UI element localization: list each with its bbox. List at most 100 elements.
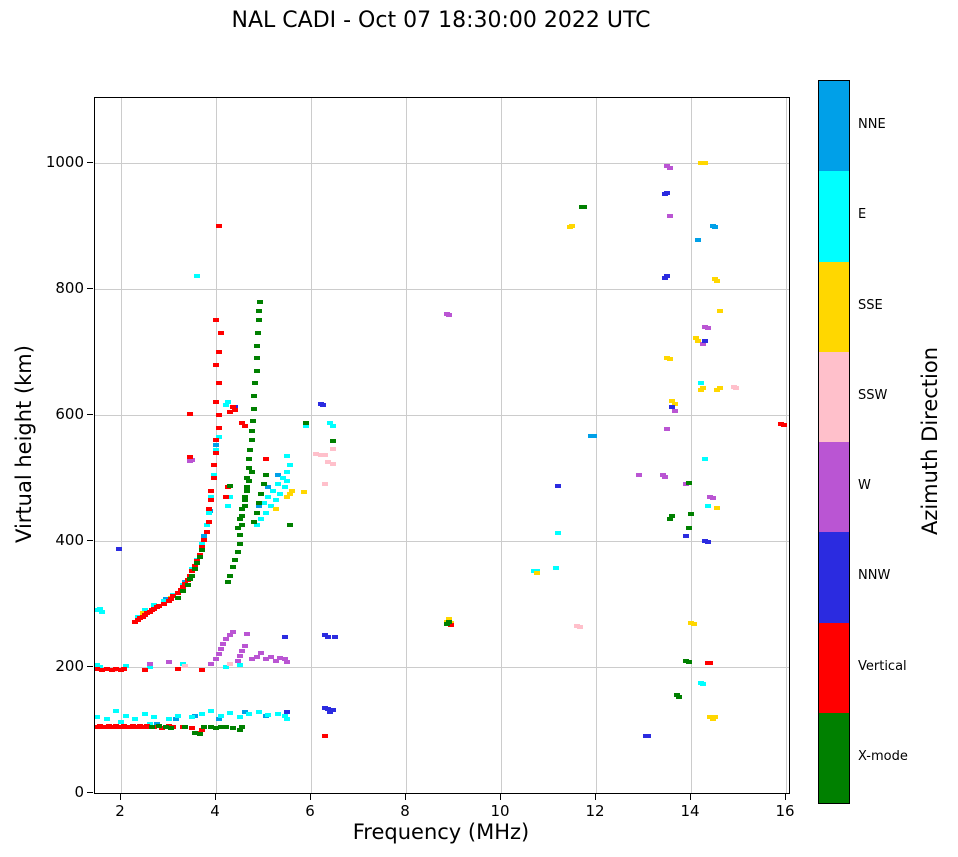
data-point bbox=[189, 715, 195, 719]
data-point bbox=[220, 642, 226, 646]
data-point bbox=[237, 542, 243, 546]
data-point bbox=[99, 610, 105, 614]
x-tick-mark bbox=[405, 794, 406, 800]
data-point bbox=[189, 726, 195, 730]
data-point bbox=[237, 715, 243, 719]
data-point bbox=[284, 495, 290, 499]
data-point bbox=[118, 720, 124, 724]
data-point bbox=[672, 409, 678, 413]
data-point bbox=[182, 664, 188, 668]
data-point bbox=[208, 709, 214, 713]
y-tick-label: 600 bbox=[55, 405, 84, 423]
data-point bbox=[733, 386, 739, 390]
data-point bbox=[201, 725, 207, 729]
data-point bbox=[714, 506, 720, 510]
data-point bbox=[223, 403, 229, 407]
data-point bbox=[199, 728, 205, 732]
data-point bbox=[273, 659, 279, 663]
data-point bbox=[156, 604, 162, 608]
x-axis-label: Frequency (MHz) bbox=[352, 820, 530, 844]
x-grid-line bbox=[786, 98, 787, 793]
data-point bbox=[662, 276, 668, 280]
data-point bbox=[237, 728, 243, 732]
data-point bbox=[168, 597, 174, 601]
data-point bbox=[230, 726, 236, 730]
data-point bbox=[142, 613, 148, 617]
data-point bbox=[577, 625, 583, 629]
data-point bbox=[147, 662, 153, 666]
data-point bbox=[213, 451, 219, 455]
data-point bbox=[691, 622, 697, 626]
data-point bbox=[204, 530, 210, 534]
data-point bbox=[147, 665, 153, 669]
x-grid-line bbox=[406, 98, 407, 793]
data-point bbox=[187, 412, 193, 416]
data-point bbox=[170, 594, 176, 598]
data-point bbox=[268, 504, 274, 508]
data-point bbox=[662, 475, 668, 479]
data-point bbox=[227, 484, 233, 488]
data-point bbox=[199, 668, 205, 672]
y-tick-mark bbox=[87, 540, 93, 541]
colorbar-segment-nne bbox=[819, 81, 849, 172]
data-point bbox=[686, 526, 692, 530]
data-point bbox=[273, 498, 279, 502]
data-point bbox=[261, 501, 267, 505]
data-point bbox=[246, 712, 252, 716]
data-point bbox=[213, 448, 219, 452]
data-point bbox=[244, 476, 250, 480]
data-point bbox=[244, 489, 250, 493]
data-point bbox=[223, 495, 229, 499]
y-tick-label: 0 bbox=[74, 783, 84, 801]
data-point bbox=[197, 732, 203, 736]
data-point bbox=[695, 339, 701, 343]
data-point bbox=[705, 540, 711, 544]
data-point bbox=[263, 457, 269, 461]
data-point bbox=[254, 369, 260, 373]
data-point bbox=[213, 363, 219, 367]
x-tick-mark bbox=[215, 794, 216, 800]
colorbar-tick-label: W bbox=[858, 478, 871, 493]
data-point bbox=[250, 419, 256, 423]
data-point bbox=[667, 517, 673, 521]
data-point bbox=[322, 453, 328, 457]
data-point bbox=[284, 479, 290, 483]
data-point bbox=[192, 731, 198, 735]
data-point bbox=[446, 313, 452, 317]
data-point bbox=[242, 424, 248, 428]
data-point bbox=[192, 567, 198, 571]
data-point bbox=[702, 161, 708, 165]
data-point bbox=[199, 542, 205, 546]
colorbar-tick-label: SSE bbox=[858, 298, 883, 313]
data-point bbox=[239, 523, 245, 527]
data-point bbox=[218, 331, 224, 335]
data-point bbox=[239, 649, 245, 653]
colorbar-tick-label: SSW bbox=[858, 388, 888, 403]
y-tick-label: 1000 bbox=[45, 153, 84, 171]
data-point bbox=[242, 504, 248, 508]
data-point bbox=[246, 466, 252, 470]
data-point bbox=[327, 710, 333, 714]
y-tick-mark bbox=[87, 162, 93, 163]
colorbar-axis-label: Azimuth Direction bbox=[918, 346, 942, 536]
data-point bbox=[95, 667, 100, 671]
data-point bbox=[211, 463, 217, 467]
data-point bbox=[244, 632, 250, 636]
colorbar-segment-w bbox=[819, 442, 849, 533]
y-tick-label: 200 bbox=[55, 657, 84, 675]
data-point bbox=[211, 476, 217, 480]
data-point bbox=[156, 724, 162, 728]
data-point bbox=[446, 617, 452, 621]
data-point bbox=[104, 717, 110, 721]
data-point bbox=[277, 492, 283, 496]
data-point bbox=[163, 725, 169, 729]
data-point bbox=[247, 448, 253, 452]
x-tick-mark bbox=[595, 794, 596, 800]
data-point bbox=[330, 708, 336, 712]
data-point bbox=[700, 342, 706, 346]
data-point bbox=[216, 426, 222, 430]
data-point bbox=[242, 710, 248, 714]
data-point bbox=[330, 439, 336, 443]
data-point bbox=[147, 722, 153, 726]
